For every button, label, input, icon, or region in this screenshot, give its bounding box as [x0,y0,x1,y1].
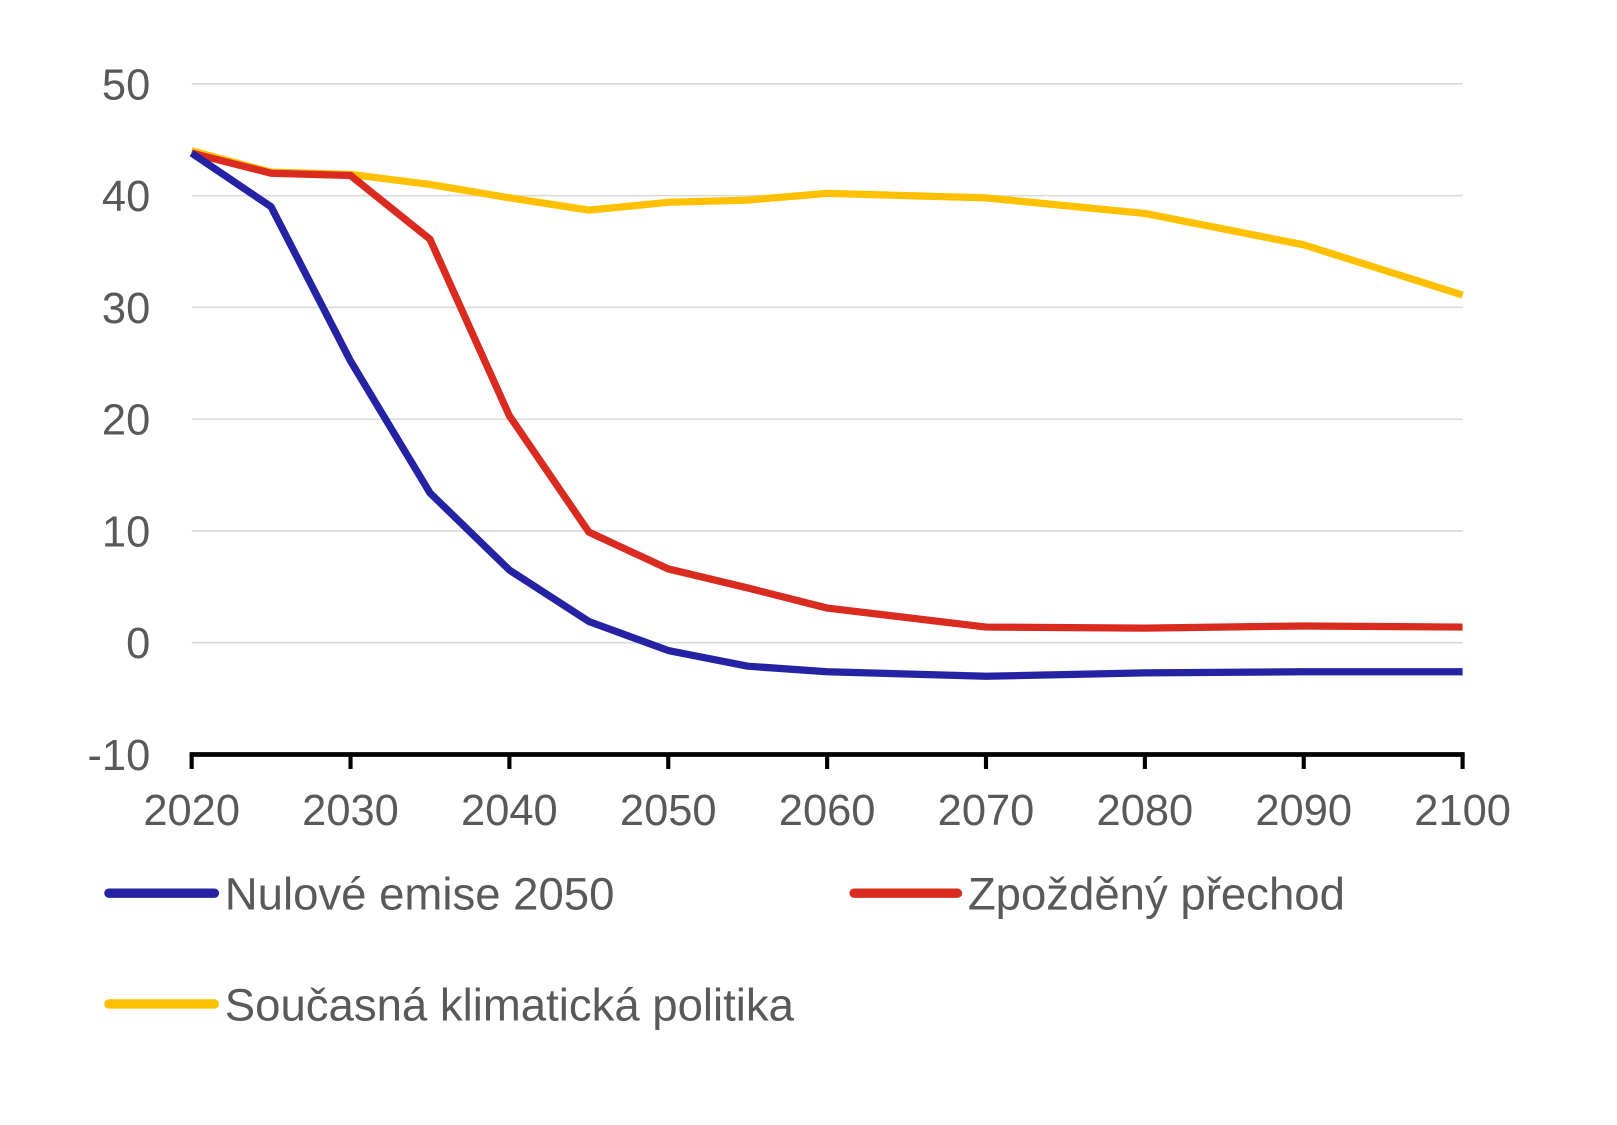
y-tick-label: 10 [102,508,150,556]
y-axis-ticks: -10 0 10 20 30 40 50 [87,61,150,780]
legend-label-1: Zpožděný přechod [968,869,1345,920]
legend-label-2: Současná klimatická politika [225,979,795,1030]
x-axis: 2020 2030 2040 2050 2060 2070 2080 2090 2100 [143,752,1511,835]
x-tick-label: 2060 [779,787,876,835]
x-tick-label: 2080 [1097,787,1194,835]
series-line-0 [189,150,1463,680]
y-tick-label: -10 [87,732,150,780]
x-tick-label: 2050 [620,787,717,835]
x-tick-label: 2090 [1255,787,1352,835]
y-tick-label: 30 [102,285,150,333]
series-lines [189,147,1464,680]
x-tick-label: 2040 [461,787,558,835]
x-tick-label: 2100 [1414,787,1511,835]
x-tick-label: 2020 [143,787,240,835]
y-tick-label: 20 [102,397,150,445]
y-tick-label: 0 [126,620,150,668]
gridlines [191,83,1463,644]
legend: Nulové emise 2050 Zpožděný přechod Souča… [104,869,1345,1030]
x-tick-label: 2070 [938,787,1035,835]
legend-label-0: Nulové emise 2050 [225,869,615,920]
y-tick-label: 50 [102,61,150,109]
series-line-1 [190,149,1463,632]
x-tick-label: 2030 [302,787,399,835]
y-tick-label: 40 [102,173,150,221]
series-line-2 [190,147,1464,299]
